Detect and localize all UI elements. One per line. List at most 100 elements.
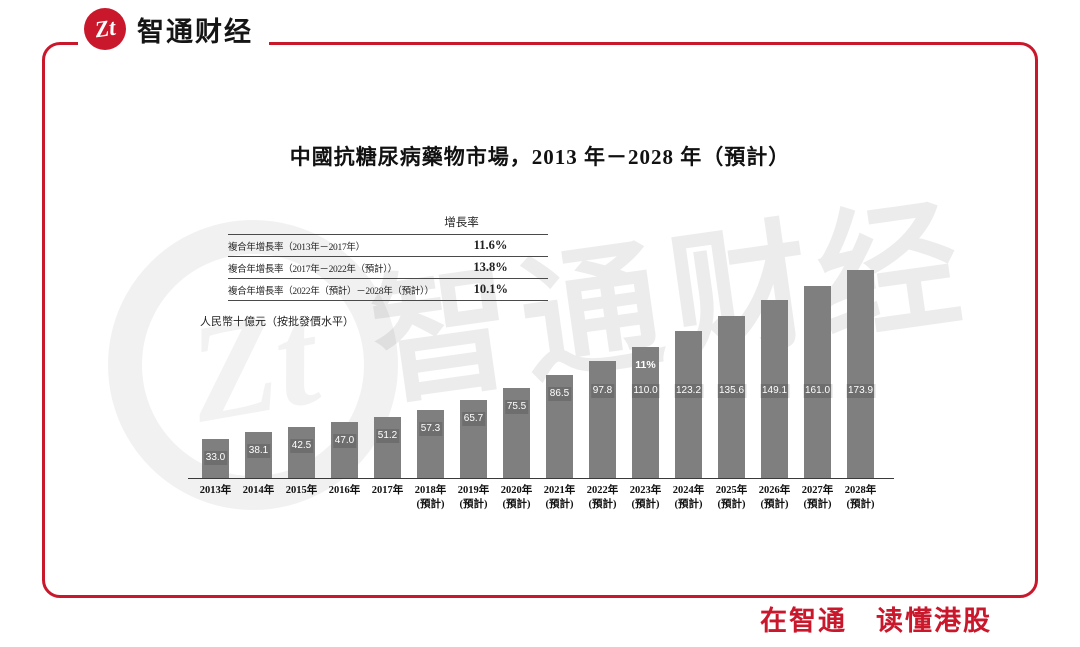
- x-axis-label-note: (預計): [588, 498, 617, 510]
- bar-2027年: 161.0: [802, 286, 833, 478]
- x-axis-label-note: (預計): [459, 498, 488, 510]
- bar-2022年: 97.8: [589, 361, 616, 478]
- bar-group: 42.5: [280, 427, 323, 478]
- bar-group: 135.6: [710, 316, 753, 478]
- x-axis-label: 2021年 (預計): [538, 484, 581, 511]
- bar-2025年: 135.6: [716, 316, 747, 478]
- bar-value-label: 123.2: [673, 384, 704, 398]
- x-axis-label-note: (預計): [416, 498, 445, 510]
- bar-value-label: 65.7: [461, 412, 486, 426]
- bar-group: 65.7: [452, 400, 495, 478]
- growth-table-row-label: 複合年增長率（2013年－2017年）: [228, 242, 365, 253]
- bar-value-label: 97.8: [590, 384, 615, 398]
- logo-monogram: Zt: [93, 14, 117, 43]
- bar-group: 173.9: [839, 270, 882, 478]
- bar-2019年: 65.7: [460, 400, 487, 478]
- bar-2015年: 42.5: [288, 427, 315, 478]
- x-axis-label-year: 2022年: [586, 485, 619, 496]
- bar-value-label: 75.5: [504, 400, 529, 414]
- x-axis-line: [188, 478, 894, 479]
- growth-table-row-label: 複合年增長率（2017年－2022年（預計））: [228, 264, 397, 275]
- x-axis-label-note: (預計): [803, 498, 832, 510]
- bar-value-label: 51.2: [375, 429, 400, 443]
- growth-table-row: 複合年增長率（2022年（預計）－2028年（預計）） 10.1%: [228, 278, 548, 301]
- bar-annotation: 11%: [635, 359, 656, 371]
- y-axis-unit-label: 人民幣十億元（按批發價水平）: [200, 316, 354, 328]
- x-axis-label: 2024年 (預計): [667, 484, 710, 511]
- bar-2026年: 149.1: [759, 300, 790, 478]
- x-axis-label: 2017年: [366, 484, 409, 511]
- bar-value-label: 38.1: [246, 444, 271, 458]
- bar-value-label: 161.0: [802, 384, 833, 398]
- bar-group: 86.5: [538, 375, 581, 478]
- bar-2018年: 57.3: [417, 410, 444, 478]
- x-axis-label-note: (預計): [760, 498, 789, 510]
- bar-group: 57.3: [409, 410, 452, 478]
- bar-group: 97.8: [581, 361, 624, 478]
- chart-title: 中國抗糖尿病藥物市場，2013 年－2028 年（預計）: [289, 145, 791, 169]
- bar-2021年: 86.5: [546, 375, 573, 478]
- x-axis-label: 2015年: [280, 484, 323, 511]
- bar-2028年: 173.9: [845, 270, 876, 478]
- bar-group: 47.0: [323, 422, 366, 478]
- x-axis-label: 2026年 (預計): [753, 484, 796, 511]
- x-axis-label-year: 2027年: [801, 485, 834, 496]
- x-axis-label-note: (預計): [846, 498, 875, 510]
- bar-2020年: 75.5: [503, 388, 530, 478]
- growth-table-row-value: 10.1%: [473, 282, 509, 296]
- x-axis-label-year: 2024年: [672, 485, 705, 496]
- x-axis-label-note: (預計): [674, 498, 703, 510]
- x-axis-labels: 2013年 2014年 2015年 2016年 2017年 2018年 (預計) 2019年 (…: [194, 484, 882, 511]
- growth-table-rows: 複合年增長率（2013年－2017年） 11.6% 複合年增長率（2017年－202…: [228, 234, 548, 301]
- x-axis-label-year: 2025年: [715, 485, 748, 496]
- zhitong-logo-icon: Zt: [84, 8, 126, 50]
- x-axis-label: 2025年 (預計): [710, 484, 753, 511]
- growth-table-row-label: 複合年增長率（2022年（預計）－2028年（預計））: [228, 286, 434, 297]
- growth-rate-table: 增長率 複合年增長率（2013年－2017年） 11.6% 複合年增長率（2017年…: [228, 214, 548, 301]
- bar-group: 33.0: [194, 439, 237, 478]
- bar-2013年: 33.0: [202, 439, 229, 478]
- x-axis-label-year: 2016年: [328, 485, 361, 496]
- bar-value-label: 110.0: [631, 384, 660, 398]
- bar-group: 51.2: [366, 417, 409, 478]
- bar-plot: 33.0 38.1 42.5 47.0 51.2 57.3 65.7 75.5 86.5 97.8…: [194, 263, 882, 478]
- x-axis-label: 2023年 (預計): [624, 484, 667, 511]
- bar-group: 149.1: [753, 300, 796, 478]
- bar-value-label: 173.9: [845, 384, 876, 398]
- brand-name: 智通财经: [137, 16, 253, 47]
- x-axis-label: 2018年 (預計): [409, 484, 452, 511]
- bar-group: 110.0 11%: [624, 347, 667, 478]
- x-axis-label-year: 2013年: [199, 485, 232, 496]
- x-axis-label-year: 2019年: [457, 485, 490, 496]
- x-axis-label-year: 2014年: [242, 485, 275, 496]
- bar-2023年: 110.0 11%: [631, 347, 660, 478]
- x-axis-label-note: (預計): [502, 498, 531, 510]
- bar-2017年: 51.2: [374, 417, 401, 478]
- bar-group: 161.0: [796, 286, 839, 478]
- x-axis-label-year: 2015年: [285, 485, 318, 496]
- x-axis-label-note: (預計): [545, 498, 574, 510]
- x-axis-label-year: 2020年: [500, 485, 533, 496]
- x-axis-label: 2020年 (預計): [495, 484, 538, 511]
- bar-group: 123.2: [667, 331, 710, 478]
- card-border: [42, 42, 1038, 598]
- bar-value-label: 57.3: [418, 422, 443, 436]
- x-axis-label: 2027年 (預計): [796, 484, 839, 511]
- growth-table-header: 增長率: [444, 217, 479, 229]
- growth-table-row: 複合年增長率（2013年－2017年） 11.6%: [228, 234, 548, 256]
- x-axis-label-year: 2017年: [371, 485, 404, 496]
- x-axis-label: 2019年 (預計): [452, 484, 495, 511]
- x-axis-label: 2016年: [323, 484, 366, 511]
- growth-table-row: 複合年增長率（2017年－2022年（預計）） 13.8%: [228, 256, 548, 278]
- bar-group: 75.5: [495, 388, 538, 478]
- bar-value-label: 47.0: [332, 434, 357, 448]
- x-axis-label: 2022年 (預計): [581, 484, 624, 511]
- brand-slogan: 在智通 读懂港股: [760, 606, 992, 636]
- brand-logo: Zt 智通财经: [78, 5, 269, 53]
- bar-2014年: 38.1: [245, 432, 272, 478]
- bar-value-label: 149.1: [759, 384, 790, 398]
- x-axis-label-year: 2028年: [844, 485, 877, 496]
- x-axis-label: 2028年 (預計): [839, 484, 882, 511]
- x-axis-label-note: (預計): [717, 498, 746, 510]
